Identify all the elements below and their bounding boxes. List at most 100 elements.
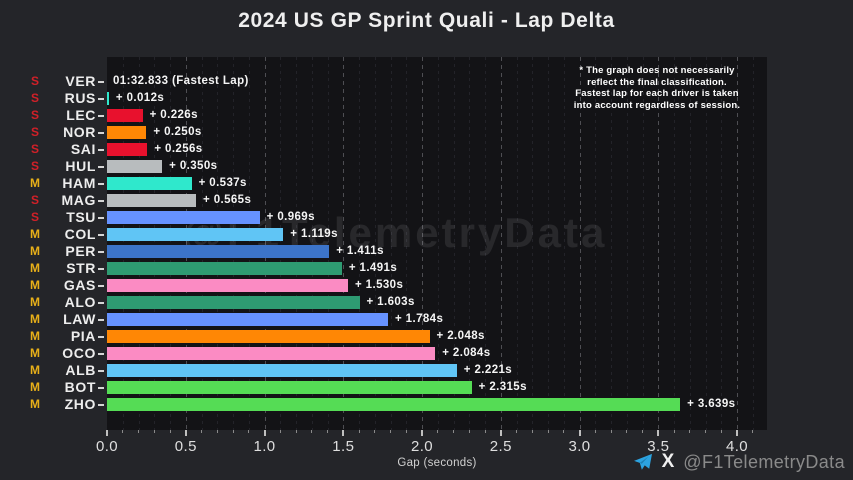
- driver-code-label: GAS: [63, 276, 96, 293]
- x-tick-label: 1.5: [332, 438, 355, 455]
- gridline-minor: [374, 57, 376, 430]
- tyre-compound-label: M: [30, 260, 40, 275]
- delta-bar: [107, 91, 109, 105]
- gridline-minor: [311, 57, 313, 430]
- delta-bar: [107, 227, 284, 241]
- delta-bar: [107, 125, 147, 139]
- x-tick-major: [736, 430, 738, 436]
- gridline-minor: [359, 57, 360, 430]
- driver-row: S TSU + 0.969s: [0, 209, 853, 226]
- y-tick-mark: [98, 369, 104, 372]
- driver-code-label: STR: [66, 259, 96, 276]
- tyre-compound-label: M: [30, 243, 40, 258]
- delta-bar: [107, 261, 342, 275]
- delta-value-label: + 2.221s: [463, 363, 513, 376]
- x-tick-minor: [547, 430, 549, 433]
- x-tick-minor: [311, 430, 313, 433]
- gridline-major: [422, 57, 423, 430]
- driver-row: M LAW + 1.784s: [0, 311, 853, 328]
- x-tick-minor: [138, 430, 139, 433]
- x-tick-minor: [122, 430, 124, 433]
- gridline-major: [658, 57, 660, 430]
- gridline-minor: [705, 57, 707, 430]
- y-tick-mark: [98, 352, 104, 355]
- gridline-minor: [217, 57, 219, 430]
- delta-bar: [107, 108, 143, 122]
- x-tick-minor: [437, 430, 439, 433]
- delta-value-label: + 1.119s: [290, 227, 338, 240]
- gridline-minor: [563, 57, 565, 430]
- y-tick-mark: [98, 403, 104, 406]
- delta-bar: [107, 397, 681, 411]
- disclaimer-line: into account regardless of session.: [573, 99, 741, 111]
- social-footer: X @F1TelemetryData: [633, 451, 845, 473]
- delta-bar: [107, 193, 196, 207]
- x-tick-minor: [642, 430, 643, 433]
- delta-value-label: + 0.250s: [153, 125, 202, 138]
- disclaimer-line: reflect the final classification.: [587, 76, 727, 88]
- x-tick-major: [184, 430, 187, 436]
- gridline-minor: [674, 57, 675, 430]
- tyre-compound-label: M: [30, 226, 40, 241]
- driver-row: S VER 01:32.833 (Fastest Lap): [0, 73, 853, 90]
- disclaimer-note: * The graph does not necessarily reflect…: [548, 65, 766, 111]
- social-handle: @F1TelemetryData: [683, 451, 845, 472]
- delta-bar: [107, 329, 430, 343]
- delta-bar: [107, 346, 436, 360]
- driver-row: S RUS + 0.012s: [0, 90, 853, 107]
- x-tick-minor: [216, 430, 218, 433]
- gridline-minor: [721, 57, 723, 430]
- tyre-compound-label: M: [30, 175, 40, 190]
- y-tick-mark: [98, 335, 104, 338]
- gridline-minor: [248, 57, 250, 430]
- tyre-compound-label: M: [30, 277, 40, 292]
- driver-code-label: ALO: [64, 293, 96, 310]
- gridline-minor: [138, 57, 140, 430]
- delta-bar: [107, 210, 260, 224]
- x-tick-minor: [689, 430, 691, 433]
- tyre-compound-label: S: [30, 158, 39, 173]
- tyre-compound-label: M: [30, 362, 40, 377]
- y-tick-mark: [98, 284, 104, 287]
- delta-value-label: + 1.530s: [354, 278, 404, 291]
- delta-bar: [107, 176, 192, 190]
- x-tick-minor: [358, 430, 360, 433]
- driver-row: M BOT + 2.315s: [0, 379, 853, 396]
- driver-row: M STR + 1.491s: [0, 260, 853, 277]
- gridline-minor: [485, 57, 486, 430]
- x-tick-minor: [673, 430, 675, 433]
- driver-row: S MAG + 0.565s: [0, 192, 853, 209]
- gridline-major: [343, 57, 345, 430]
- gridline-minor: [516, 57, 518, 430]
- y-tick-mark: [98, 199, 104, 202]
- driver-code-label: ZHO: [64, 395, 96, 412]
- driver-code-label: COL: [64, 225, 96, 242]
- x-tick-major: [421, 430, 423, 436]
- x-tick-minor: [484, 430, 486, 433]
- x-tick-minor: [705, 430, 706, 433]
- gridline-major: [185, 57, 187, 430]
- tyre-compound-label: M: [30, 328, 40, 343]
- x-tick-minor: [610, 430, 612, 433]
- gridline-minor: [611, 57, 612, 430]
- tyre-compound-label: M: [30, 345, 40, 360]
- x-tick-major: [578, 430, 581, 436]
- chart-title: 2024 US GP Sprint Quali - Lap Delta: [238, 9, 615, 32]
- driver-code-label: LEC: [66, 106, 96, 123]
- telegram-icon: [633, 453, 652, 470]
- y-tick-mark: [98, 97, 104, 100]
- x-tick-minor: [390, 430, 391, 433]
- x-tick-minor: [232, 430, 234, 433]
- y-tick-mark: [98, 165, 104, 168]
- gridline-major: [579, 57, 581, 430]
- driver-row: M GAS + 1.530s: [0, 277, 853, 294]
- x-tick-minor: [453, 430, 454, 433]
- x-tick-minor: [327, 430, 328, 433]
- y-tick-mark: [98, 318, 104, 321]
- x-tick-minor: [468, 430, 470, 433]
- driver-row: S NOR + 0.250s: [0, 124, 853, 141]
- gridline-minor: [390, 57, 392, 430]
- tyre-compound-label: S: [30, 73, 39, 88]
- x-tick-major: [657, 430, 660, 436]
- delta-value-label: + 0.537s: [198, 176, 247, 189]
